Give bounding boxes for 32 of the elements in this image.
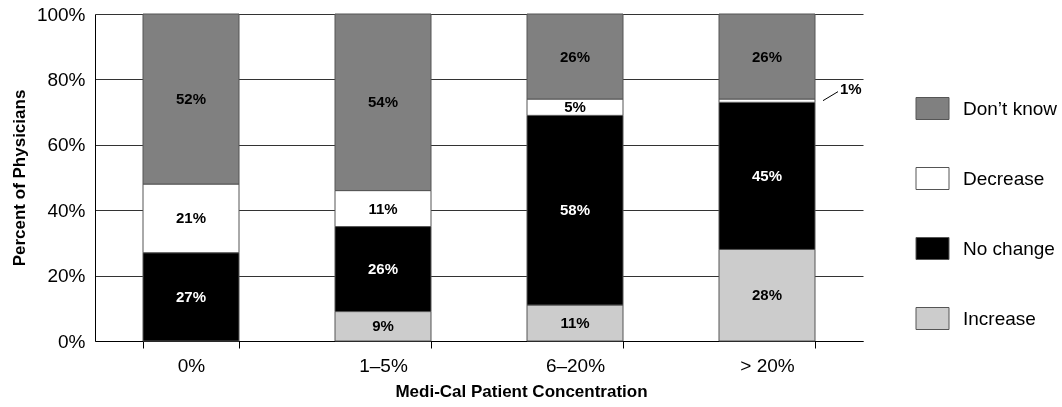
data-label: 58% (559, 201, 591, 219)
y-tick-label: 0% (58, 330, 86, 352)
data-label: 26% (751, 47, 783, 65)
x-axis-title: Medi-Cal Patient Concentration (395, 381, 648, 401)
data-label: 52% (175, 90, 207, 108)
y-tick-label: 100% (36, 3, 86, 25)
legend-label: Decrease (963, 167, 1045, 189)
x-tick-label: 0% (177, 354, 206, 376)
y-axis-title: Percent of Physicians (9, 89, 29, 267)
data-label: 54% (367, 93, 399, 111)
data-label: 45% (751, 166, 783, 184)
data-label: 5% (564, 98, 586, 116)
data-label: 28% (751, 286, 783, 304)
bar (718, 13, 816, 100)
y-tick-label: 80% (47, 68, 86, 90)
data-label: 27% (175, 287, 207, 305)
data-label: 1% (840, 79, 862, 97)
y-tick-label: 20% (47, 265, 86, 287)
data-label: 26% (367, 260, 399, 278)
data-label: 26% (559, 47, 591, 65)
data-label: 21% (175, 209, 207, 227)
legend-label: Don’t know (963, 97, 1058, 119)
y-tick-label: 40% (47, 199, 86, 221)
x-tick-label: 1–5% (359, 354, 408, 376)
legend-label: No change (963, 237, 1055, 259)
legend-label: Increase (963, 307, 1036, 329)
y-tick-label: 60% (47, 134, 86, 156)
data-label: 11% (560, 314, 590, 332)
data-label: 11% (368, 199, 398, 217)
x-tick-label: 6–20% (545, 354, 606, 376)
x-tick-label: > 20% (740, 354, 795, 376)
data-label: 9% (372, 317, 394, 335)
